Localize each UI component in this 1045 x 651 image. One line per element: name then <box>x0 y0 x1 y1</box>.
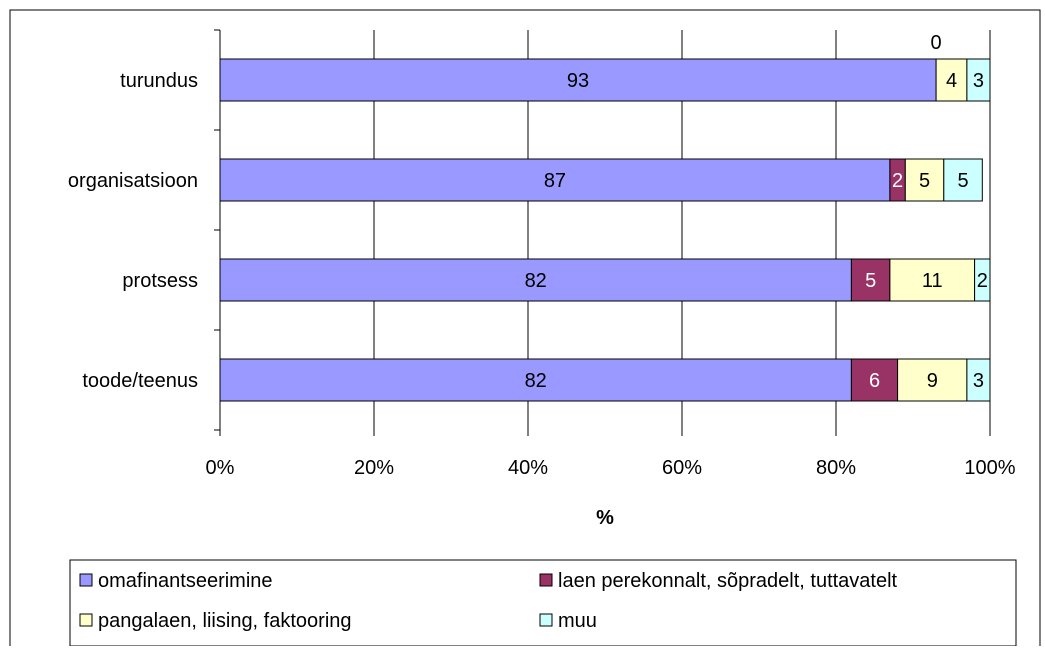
bar-segment <box>974 258 991 302</box>
data-label: 3 <box>973 70 984 92</box>
legend-swatch <box>539 613 553 627</box>
legend-label: pangalaen, liising, faktooring <box>98 610 352 632</box>
category-label: toode/teenus <box>82 370 198 392</box>
data-label: 93 <box>567 70 589 92</box>
data-label: 6 <box>869 370 880 392</box>
data-label: 0 <box>931 32 942 54</box>
data-label: 5 <box>957 170 968 192</box>
data-label: 3 <box>973 370 984 392</box>
category-label: organisatsioon <box>68 170 198 192</box>
legend-swatch <box>539 573 553 587</box>
data-label: 5 <box>919 170 930 192</box>
data-label: 4 <box>946 70 957 92</box>
bar-segment <box>904 158 945 202</box>
legend-label: laen perekonnalt, sõpradelt, tuttavatelt <box>558 570 898 592</box>
bar-segment <box>966 58 991 102</box>
x-tick-label: 20% <box>354 457 394 479</box>
bar-segment <box>219 158 891 202</box>
x-tick-label: 80% <box>816 457 856 479</box>
x-tick-label: 100% <box>964 457 1015 479</box>
category-label: protsess <box>122 270 198 292</box>
bar-segment <box>219 358 852 402</box>
data-label: 11 <box>922 270 943 292</box>
data-label: 87 <box>544 170 566 192</box>
x-tick-label: 40% <box>508 457 548 479</box>
bar-segment <box>943 158 983 202</box>
data-label: 2 <box>892 170 903 192</box>
x-tick-label: 60% <box>662 457 702 479</box>
bar-segment <box>219 258 852 302</box>
legend-label: muu <box>558 610 597 632</box>
x-axis-title: % <box>596 507 614 529</box>
bar-segment <box>850 258 891 302</box>
x-tick-label: 0% <box>206 457 235 479</box>
category-label: turundus <box>120 70 198 92</box>
legend-swatch <box>79 613 93 627</box>
bar-segment <box>966 358 991 402</box>
legend-label: omafinantseerimine <box>98 570 273 592</box>
chart-border <box>9 9 1041 651</box>
data-label: 82 <box>525 270 547 292</box>
bar-segment <box>897 358 968 402</box>
legend-swatch <box>79 573 93 587</box>
bar-segment <box>219 58 937 102</box>
data-label: 82 <box>525 370 547 392</box>
data-label: 5 <box>865 270 876 292</box>
data-label: 9 <box>927 370 938 392</box>
data-label: 2 <box>977 270 988 292</box>
